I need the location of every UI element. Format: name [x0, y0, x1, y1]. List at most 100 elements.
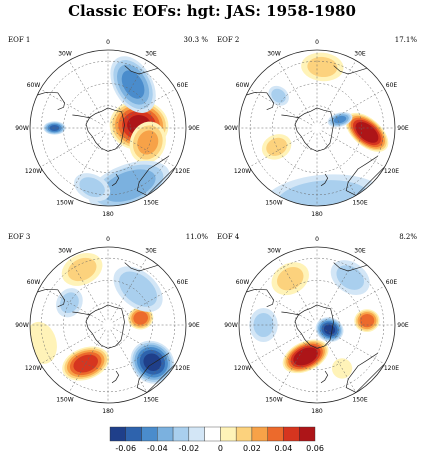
meridian-line [277, 257, 315, 321]
contour-band [79, 177, 105, 198]
antarctic-peninsula [281, 114, 300, 119]
colorbar-bin [251, 426, 268, 442]
longitude-label: 150E [352, 199, 367, 206]
longitude-label: 90W [15, 322, 29, 329]
longitude-label: 30E [354, 51, 366, 58]
longitude-label: 150W [56, 199, 73, 206]
longitude-label: 30W [58, 51, 72, 58]
meridian-line [40, 88, 104, 126]
latitude-circle [63, 280, 153, 370]
longitude-label: 60E [177, 82, 189, 89]
longitude-label: 60E [386, 279, 398, 286]
colorbar-bin [283, 426, 300, 442]
meridian-line [319, 329, 357, 393]
colorbar-tick-label: 0.06 [306, 444, 324, 453]
contour-band [307, 56, 338, 78]
meridian-line [68, 60, 106, 124]
colorbar-tick-label: -0.04 [147, 444, 168, 453]
longitude-label: 60W [27, 279, 41, 286]
south-america-outline [246, 91, 274, 111]
longitude-label: 120W [234, 365, 251, 372]
contour-band [59, 292, 79, 314]
longitude-label: 120E [384, 365, 399, 372]
longitude-label: 30W [267, 51, 281, 58]
new-zealand-outline [111, 173, 120, 187]
panel-variance: 11.0% [186, 233, 209, 241]
map-panel-2: EOF 2 17.1% 0 30E 60E 90E 120E 150E 180 150W 120W 9… [217, 36, 418, 218]
new-zealand-outline [111, 370, 120, 384]
longitude-label: 90W [224, 125, 238, 132]
anomaly-center [301, 52, 344, 82]
contour-band [296, 350, 315, 363]
meridian-line [249, 285, 313, 323]
longitude-label: 180 [311, 211, 323, 218]
meridian-line [110, 60, 148, 124]
shaded-field [249, 260, 380, 379]
meridian-line [249, 88, 313, 126]
anomaly-center [129, 121, 166, 164]
longitude-label: 120W [25, 168, 42, 175]
meridian-line [319, 132, 357, 196]
anomaly-center [56, 288, 83, 318]
map-boundary [29, 246, 187, 404]
contour-band [67, 257, 97, 282]
colorbar-bin [220, 426, 237, 442]
anomaly-center [282, 339, 329, 374]
contour-band [137, 130, 159, 155]
anomaly-center [74, 173, 111, 202]
colorbar-tick-label: 0 [218, 444, 223, 453]
colorbar-bin [157, 426, 174, 442]
meridian-line [110, 132, 148, 196]
antarctic-peninsula [72, 311, 91, 316]
antarctic-peninsula [281, 311, 300, 316]
longitude-label: 180 [102, 408, 114, 415]
south-america-outline [37, 288, 65, 308]
graticule [239, 50, 395, 206]
meridian-line [321, 327, 385, 365]
contour-band [143, 353, 162, 372]
panels-group: EOF 1 30.3 % 0 30E 60E 90E 120E 150E 180 150W 120W… [8, 36, 417, 415]
new-zealand-outline [320, 370, 329, 384]
panel-variance: 17.1% [395, 36, 418, 44]
contour-band [49, 125, 60, 131]
map-panel-4: EOF 4 8.2% 0 30E 60E 90E 120E 150E 180 150W 120W 90… [217, 233, 417, 415]
longitude-label: 90E [397, 322, 409, 329]
meridian-line [277, 132, 315, 196]
panel-variance: 30.3 % [184, 36, 209, 44]
anomaly-center [113, 266, 163, 312]
anomaly-center [61, 252, 103, 286]
africa-outline [333, 262, 368, 272]
longitude-label: 60E [386, 82, 398, 89]
longitude-label: 150W [265, 199, 282, 206]
graticule [30, 50, 186, 206]
longitude-label: 90E [397, 125, 409, 132]
longitude-label: 180 [311, 408, 323, 415]
longitude-label: 30W [58, 248, 72, 255]
anomaly-center [43, 121, 66, 135]
latitude-circle [63, 83, 153, 173]
panel-variance: 8.2% [399, 233, 417, 241]
anomaly-center [327, 112, 353, 128]
figure-title: Classic EOFs: hgt: JAS: 1958-1980 [68, 2, 356, 20]
longitude-label: 90E [188, 322, 200, 329]
longitude-label: 0 [315, 39, 319, 46]
meridian-line [68, 132, 106, 196]
longitude-label: 150W [265, 396, 282, 403]
antarctica-outline [294, 304, 334, 349]
longitude-label: 60W [236, 279, 250, 286]
anomaly-center [345, 112, 389, 152]
longitude-label: 30E [145, 248, 157, 255]
map-panel-1: EOF 1 30.3 % 0 30E 60E 90E 120E 150E 180 150W 120W… [8, 36, 209, 218]
south-america-outline [246, 288, 274, 308]
anomaly-center [262, 174, 384, 206]
longitude-label: 180 [102, 211, 114, 218]
antarctic-peninsula [72, 114, 91, 119]
colorbar-bin [125, 426, 142, 442]
colorbar-bin [141, 426, 158, 442]
antarctica-outline [85, 304, 125, 349]
colorbar-tick-label: 0.04 [275, 444, 293, 453]
colorbar-bin [172, 426, 190, 442]
colorbar-bin [109, 426, 126, 442]
anomaly-center [271, 262, 309, 296]
contour-band [271, 88, 286, 103]
